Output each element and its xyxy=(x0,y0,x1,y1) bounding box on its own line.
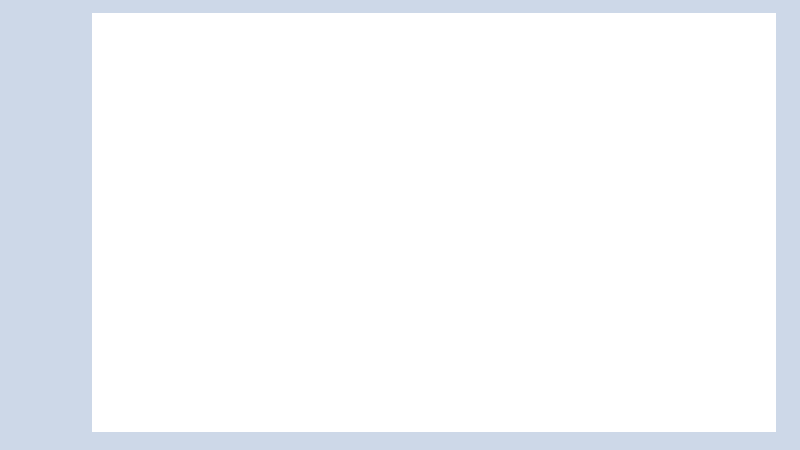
Point xyxy=(672,184,685,192)
Text: (3, 2): (3, 2) xyxy=(300,126,343,141)
Text: 2: 2 xyxy=(304,240,313,255)
Point xyxy=(343,144,356,152)
Text: 6: 6 xyxy=(468,240,478,255)
Text: (8, −2): (8, −2) xyxy=(562,312,618,327)
Point xyxy=(549,306,562,313)
Text: 2: 2 xyxy=(208,140,217,155)
Text: 5: 5 xyxy=(427,240,436,255)
Text: x: x xyxy=(745,230,755,248)
Text: 11: 11 xyxy=(669,240,687,255)
Text: (4, 2): (4, 2) xyxy=(395,126,438,141)
Text: −1: −1 xyxy=(174,240,196,255)
Text: C: C xyxy=(664,194,675,209)
Text: f: f xyxy=(452,166,458,184)
Text: B: B xyxy=(536,240,547,255)
Text: 8: 8 xyxy=(550,240,559,255)
Text: -3: -3 xyxy=(202,342,217,357)
Text: A: A xyxy=(435,194,446,209)
Text: 4: 4 xyxy=(386,240,395,255)
Text: -2: -2 xyxy=(202,302,217,317)
Text: -1: -1 xyxy=(202,261,217,276)
Point xyxy=(384,144,397,152)
Text: 3: 3 xyxy=(208,100,217,115)
Text: 3: 3 xyxy=(345,240,354,255)
Text: 10: 10 xyxy=(628,240,646,255)
Text: (11, 1): (11, 1) xyxy=(686,168,739,184)
Text: 4: 4 xyxy=(208,60,217,75)
Text: 1: 1 xyxy=(262,240,272,255)
Text: y: y xyxy=(232,29,242,47)
Text: -4: -4 xyxy=(202,382,217,397)
Text: 1: 1 xyxy=(208,181,217,196)
